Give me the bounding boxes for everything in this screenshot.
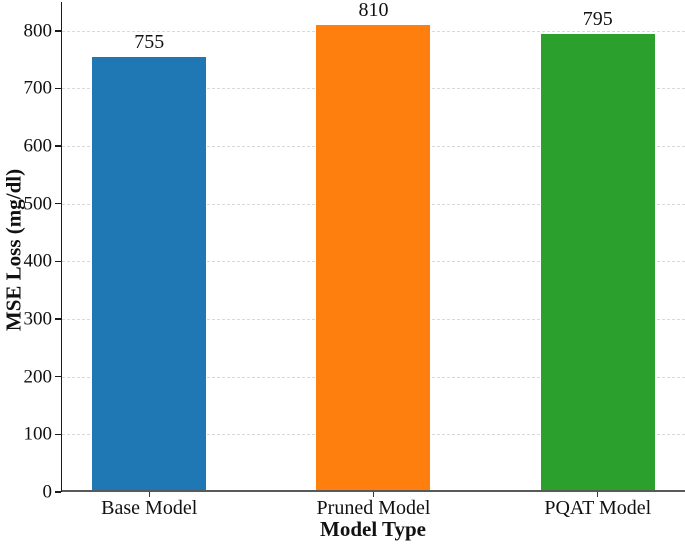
x-tick-mark bbox=[372, 492, 375, 497]
y-tick-label: 400 bbox=[23, 250, 53, 272]
y-axis-title: MSE Loss (mg/dl) bbox=[1, 168, 26, 332]
x-axis-title: Model Type bbox=[320, 517, 426, 541]
x-tick-label-pruned-model: Pruned Model bbox=[316, 497, 431, 519]
y-tick-label: 700 bbox=[23, 77, 53, 99]
y-tick-mark bbox=[55, 203, 61, 205]
y-tick-mark bbox=[55, 260, 61, 263]
y-tick-label: 0 bbox=[42, 481, 53, 503]
bar-pqat-model bbox=[540, 33, 655, 492]
plot-area: 755 810 795 bbox=[62, 0, 685, 492]
bar-value-label: 810 bbox=[358, 0, 389, 22]
bar-value-label: 755 bbox=[134, 30, 165, 53]
y-tick-mark bbox=[55, 145, 61, 147]
y-tick-mark bbox=[55, 30, 61, 32]
y-tick-label: 800 bbox=[23, 20, 53, 42]
y-tick-mark bbox=[55, 491, 61, 493]
bar-value-label: 795 bbox=[582, 7, 613, 30]
y-tick-label: 500 bbox=[23, 193, 53, 215]
bar-base-model bbox=[92, 56, 207, 492]
x-tick-label-pqat-model: PQAT Model bbox=[544, 497, 652, 519]
x-tick-mark bbox=[597, 492, 599, 497]
x-axis-line bbox=[62, 490, 685, 492]
y-axis-line bbox=[60, 2, 62, 492]
bar-pruned-model bbox=[316, 25, 431, 492]
y-tick-label: 100 bbox=[23, 423, 53, 445]
y-tick-mark bbox=[55, 87, 61, 90]
x-tick-label-base-model: Base Model bbox=[101, 497, 198, 519]
x-tick-mark bbox=[148, 492, 150, 497]
y-tick-label: 300 bbox=[23, 308, 53, 330]
y-tick-mark bbox=[55, 376, 61, 378]
y-tick-label: 600 bbox=[23, 135, 53, 157]
y-tick-mark bbox=[55, 433, 61, 436]
y-tick-mark bbox=[55, 318, 61, 320]
y-tick-label: 200 bbox=[23, 366, 53, 388]
